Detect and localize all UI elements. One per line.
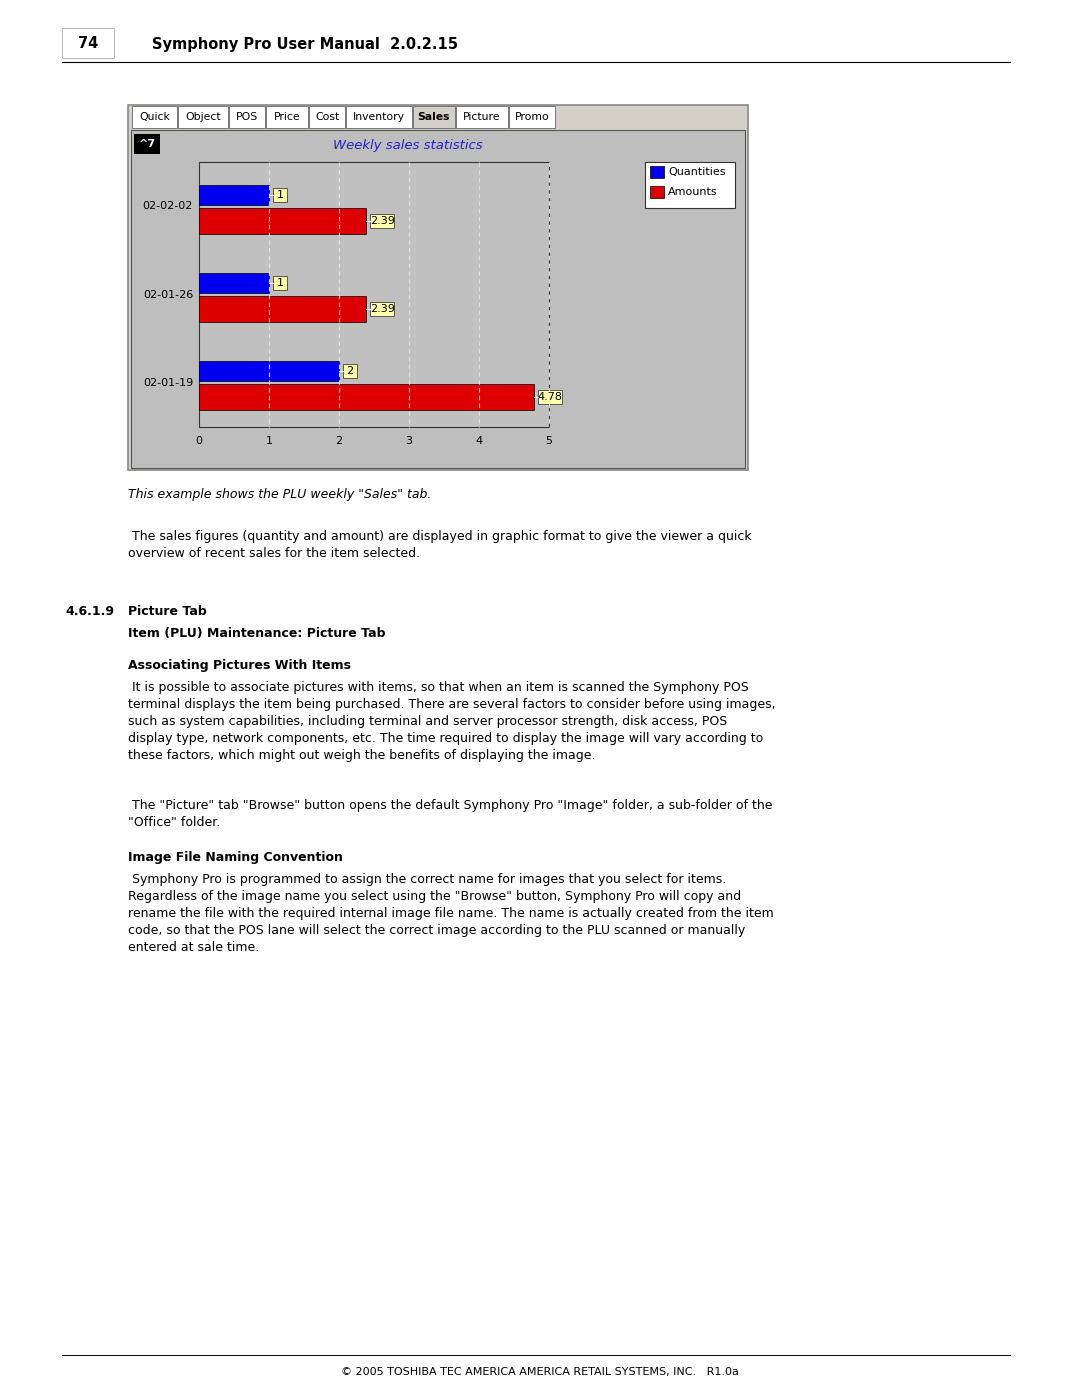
Text: The sales figures (quantity and amount) are displayed in graphic format to give : The sales figures (quantity and amount) … <box>129 529 752 560</box>
Text: Item (PLU) Maintenance: Picture Tab: Item (PLU) Maintenance: Picture Tab <box>129 627 386 640</box>
Text: Weekly sales statistics: Weekly sales statistics <box>334 138 483 151</box>
Bar <box>343 365 357 379</box>
Bar <box>199 208 366 233</box>
Bar <box>645 162 735 208</box>
Text: 1: 1 <box>276 190 283 200</box>
Text: Sales: Sales <box>418 112 450 122</box>
Text: 4.78: 4.78 <box>537 393 562 402</box>
Text: Cost: Cost <box>315 112 339 122</box>
Text: Picture: Picture <box>463 112 501 122</box>
Bar <box>199 272 269 293</box>
Bar <box>199 296 366 321</box>
Bar <box>134 134 160 154</box>
Text: Symphony Pro is programmed to assign the correct name for images that you select: Symphony Pro is programmed to assign the… <box>129 873 773 954</box>
Bar <box>266 106 308 129</box>
Text: 02-01-19: 02-01-19 <box>143 377 193 388</box>
Bar <box>273 187 287 201</box>
Text: Amounts: Amounts <box>669 187 717 197</box>
Text: Symphony Pro User Manual  2.0.2.15: Symphony Pro User Manual 2.0.2.15 <box>152 36 458 52</box>
Text: 74: 74 <box>78 36 98 52</box>
Bar <box>273 277 287 291</box>
Text: Image File Naming Convention: Image File Naming Convention <box>129 851 342 863</box>
Text: POS: POS <box>235 112 258 122</box>
Text: 02-02-02: 02-02-02 <box>143 201 193 211</box>
Bar <box>346 106 411 129</box>
Text: 3: 3 <box>405 436 413 446</box>
Bar <box>131 130 745 468</box>
Text: 5: 5 <box>545 436 553 446</box>
Bar <box>370 302 394 316</box>
Text: ^7: ^7 <box>138 138 156 149</box>
Bar <box>370 214 394 228</box>
Bar <box>199 184 269 205</box>
Bar <box>413 106 455 129</box>
Text: 2: 2 <box>336 436 342 446</box>
Text: 0: 0 <box>195 436 203 446</box>
Text: 2.39: 2.39 <box>369 305 394 314</box>
Bar <box>62 28 114 59</box>
Text: Picture Tab: Picture Tab <box>129 605 206 617</box>
Text: 4.6.1.9: 4.6.1.9 <box>65 605 114 617</box>
Text: It is possible to associate pictures with items, so that when an item is scanned: It is possible to associate pictures wit… <box>129 680 775 761</box>
Bar <box>129 105 748 469</box>
Text: Quick: Quick <box>139 112 170 122</box>
Bar <box>456 106 508 129</box>
Text: Inventory: Inventory <box>353 112 405 122</box>
Text: 1: 1 <box>276 278 283 288</box>
Text: 02-01-26: 02-01-26 <box>143 289 193 299</box>
Text: © 2005 TOSHIBA TEC AMERICA AMERICA RETAIL SYSTEMS, INC.   R1.0a: © 2005 TOSHIBA TEC AMERICA AMERICA RETAI… <box>341 1368 739 1377</box>
Bar <box>229 106 265 129</box>
Text: Associating Pictures With Items: Associating Pictures With Items <box>129 659 351 672</box>
Bar <box>132 106 177 129</box>
Text: Price: Price <box>273 112 300 122</box>
Bar <box>309 106 345 129</box>
Text: 4: 4 <box>475 436 483 446</box>
Text: 2.39: 2.39 <box>369 215 394 226</box>
Text: 1: 1 <box>266 436 272 446</box>
Bar <box>509 106 555 129</box>
Text: Quantities: Quantities <box>669 168 726 177</box>
Text: 2: 2 <box>347 366 353 376</box>
Bar <box>650 166 664 177</box>
Text: This example shows the PLU weekly "Sales" tab.: This example shows the PLU weekly "Sales… <box>129 488 431 502</box>
Bar <box>538 390 562 404</box>
Text: The "Picture" tab "Browse" button opens the default Symphony Pro "Image" folder,: The "Picture" tab "Browse" button opens … <box>129 799 772 828</box>
Text: Object: Object <box>185 112 220 122</box>
Bar <box>199 384 534 411</box>
Bar <box>178 106 228 129</box>
Bar <box>199 162 549 427</box>
Text: Promo: Promo <box>515 112 550 122</box>
Bar <box>650 186 664 198</box>
Bar <box>199 362 339 381</box>
